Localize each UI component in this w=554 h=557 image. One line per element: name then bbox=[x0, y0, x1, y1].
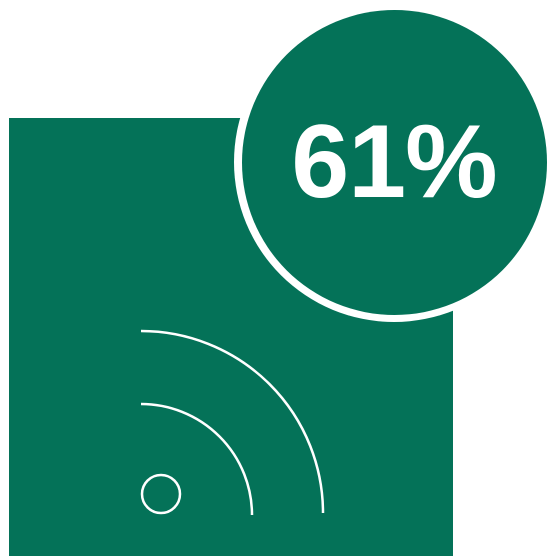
percentage-badge-circle: 61% bbox=[241, 9, 547, 315]
percentage-value: 61% bbox=[291, 104, 497, 220]
signal-wave-inner bbox=[140, 402, 254, 516]
signal-wave-outer bbox=[140, 329, 325, 514]
signal-source-dot bbox=[140, 473, 182, 515]
percentage-badge: 61% bbox=[234, 2, 554, 322]
